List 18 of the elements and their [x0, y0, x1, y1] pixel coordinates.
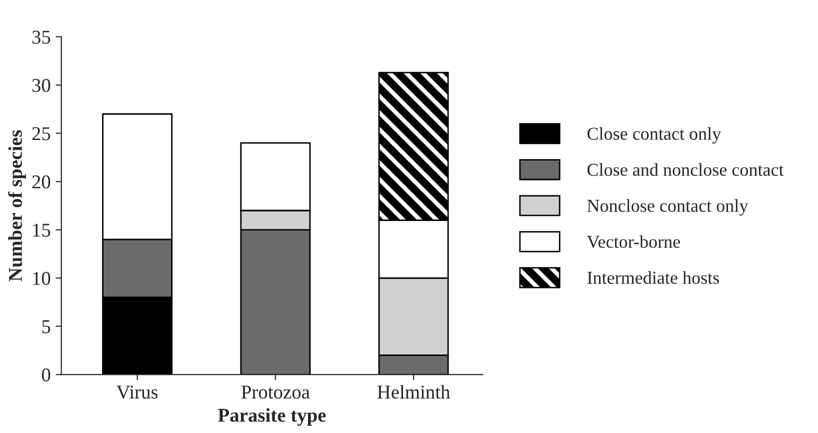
x-tick-label: Protozoa	[241, 386, 310, 399]
y-tick-label: 5	[42, 320, 50, 334]
x-axis-title: Parasite type	[218, 408, 326, 426]
legend-label: Close contact only	[587, 127, 722, 144]
legend-label: Intermediate hosts	[587, 271, 719, 284]
legend-label: Close and nonclose contact	[587, 163, 784, 176]
y-tick-label: 30	[32, 78, 50, 92]
y-tick-label: 25	[32, 127, 50, 140]
legend-label: Nonclose contact only	[587, 199, 748, 216]
legend-label: Vector-borne	[586, 235, 680, 248]
y-axis-title: Number of species	[8, 130, 26, 282]
y-tick-label: 0	[42, 368, 50, 382]
x-tick-label: Helminth	[377, 384, 450, 399]
y-tick-label: 20	[32, 175, 50, 188]
y-tick-label: 15	[33, 224, 50, 237]
y-tick-label: 35	[32, 30, 50, 44]
y-tick-label: 10	[33, 272, 50, 285]
x-tick-label: Virus	[116, 386, 158, 399]
